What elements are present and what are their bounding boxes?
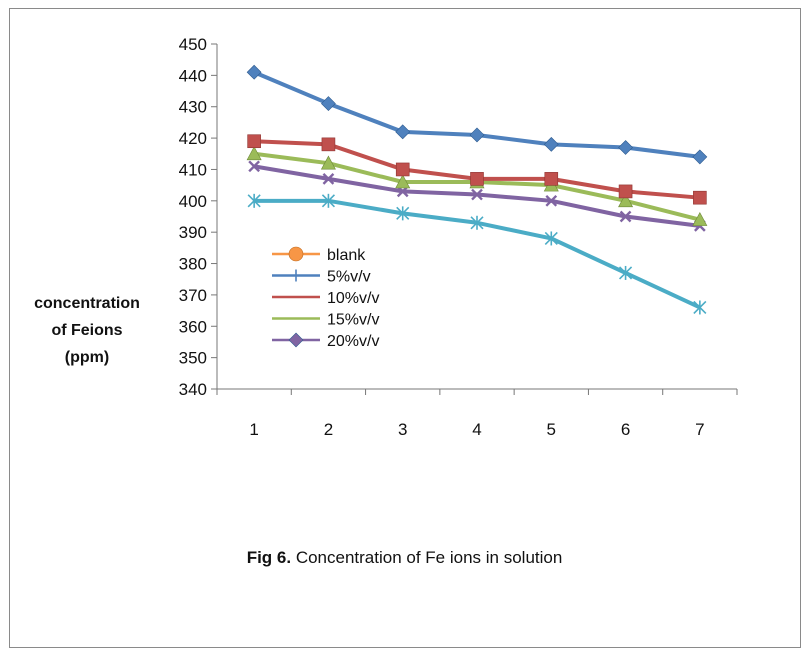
legend-item: 5%v/v bbox=[272, 269, 371, 286]
y-tick-label: 410 bbox=[179, 160, 207, 179]
data-point bbox=[692, 212, 708, 226]
data-point bbox=[618, 140, 633, 155]
data-point bbox=[618, 193, 634, 208]
y-tick-label: 390 bbox=[179, 223, 207, 242]
data-point bbox=[248, 160, 260, 173]
x-tick-label: 5 bbox=[547, 420, 556, 439]
y-axis-label-line-2: of Feions bbox=[51, 322, 123, 339]
data-point bbox=[469, 127, 485, 143]
y-tick-label: 380 bbox=[179, 255, 207, 274]
x-tick-label: 6 bbox=[621, 420, 630, 439]
y-tick-label: 350 bbox=[179, 349, 207, 368]
data-point bbox=[246, 64, 262, 80]
legend-label: 20%v/v bbox=[327, 333, 379, 350]
legend-item: blank bbox=[272, 246, 366, 264]
y-tick-label: 400 bbox=[179, 192, 207, 211]
plot-area bbox=[246, 64, 708, 315]
chart-frame bbox=[9, 8, 801, 648]
y-axis-label: concentration of Feions (ppm) bbox=[12, 290, 162, 371]
legend-item: 20%v/v bbox=[272, 332, 379, 350]
legend-label: 15%v/v bbox=[327, 312, 379, 329]
data-point bbox=[395, 174, 411, 189]
data-point bbox=[320, 155, 336, 170]
y-axis-label-line-3: (ppm) bbox=[64, 349, 110, 366]
axes: 340 350 360 370 380 390 400 410 420 430 440 450 1 2 3 4… bbox=[179, 35, 738, 439]
y-axis-label-line-1: concentration bbox=[34, 295, 140, 312]
legend-marker bbox=[288, 332, 304, 348]
data-point bbox=[321, 137, 336, 152]
legend-marker bbox=[288, 246, 304, 262]
data-point bbox=[545, 194, 558, 207]
x-tick-label: 7 bbox=[695, 420, 704, 439]
data-point bbox=[544, 172, 559, 186]
data-point bbox=[395, 124, 411, 140]
x-tick-label: 2 bbox=[324, 420, 333, 439]
figure-caption: Fig 6. Concentration of Fe ions in solut… bbox=[0, 548, 809, 568]
x-tick-label: 1 bbox=[249, 420, 258, 439]
data-point bbox=[544, 231, 558, 246]
data-point bbox=[396, 206, 410, 221]
legend-item: 15%v/v bbox=[272, 312, 379, 329]
data-point bbox=[619, 210, 632, 223]
legend-item: 10%v/v bbox=[272, 290, 379, 307]
data-point bbox=[470, 172, 484, 186]
legend: blank 5%v/v 10%v/v 15%v/v 20%v/v bbox=[272, 246, 379, 350]
data-point bbox=[470, 215, 484, 230]
data-point bbox=[619, 265, 633, 280]
legend-label: 10%v/v bbox=[327, 290, 379, 307]
y-tick-label: 450 bbox=[179, 35, 207, 54]
data-point bbox=[543, 136, 559, 152]
data-point bbox=[247, 193, 261, 208]
legend-label: blank bbox=[327, 247, 366, 264]
y-tick-label: 420 bbox=[179, 129, 207, 148]
data-point bbox=[247, 134, 261, 149]
data-point bbox=[321, 96, 336, 112]
x-tick-label: 4 bbox=[472, 420, 481, 439]
y-tick-label: 360 bbox=[179, 317, 207, 336]
y-tick-label: 370 bbox=[179, 286, 207, 305]
caption-text: Concentration of Fe ions in solution bbox=[291, 548, 563, 567]
data-point bbox=[395, 162, 410, 177]
data-point bbox=[693, 300, 707, 315]
y-tick-label: 340 bbox=[179, 380, 207, 399]
y-tick-label: 430 bbox=[179, 98, 207, 117]
data-point bbox=[693, 190, 707, 205]
legend-marker bbox=[290, 269, 302, 282]
caption-label: Fig 6. bbox=[246, 548, 292, 567]
x-tick-label: 3 bbox=[398, 420, 407, 439]
data-point bbox=[322, 173, 335, 185]
legend-label: 5%v/v bbox=[327, 269, 371, 286]
data-point bbox=[321, 193, 335, 208]
y-tick-label: 440 bbox=[179, 66, 207, 85]
data-point bbox=[246, 146, 262, 161]
data-point bbox=[618, 184, 633, 199]
data-point bbox=[471, 188, 483, 201]
data-point bbox=[692, 149, 708, 165]
